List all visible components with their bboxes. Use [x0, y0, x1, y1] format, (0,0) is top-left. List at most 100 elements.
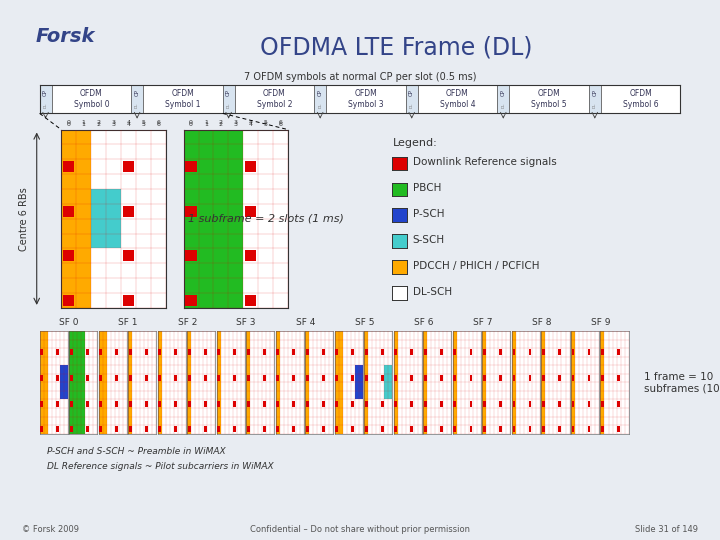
Bar: [542, 401, 545, 407]
Text: 4: 4: [248, 120, 253, 125]
Text: 6: 6: [156, 120, 160, 125]
Bar: [381, 401, 384, 407]
Text: 4: 4: [248, 122, 253, 127]
Bar: [40, 349, 43, 355]
Bar: [76, 248, 91, 263]
Bar: [103, 348, 107, 357]
Bar: [314, 85, 326, 113]
Bar: [228, 130, 243, 308]
Bar: [61, 293, 76, 308]
Text: 1: 1: [204, 120, 208, 125]
Bar: [617, 349, 620, 355]
Text: SF 9: SF 9: [590, 319, 611, 327]
Bar: [61, 278, 76, 293]
Bar: [600, 374, 605, 382]
Bar: [600, 331, 605, 340]
Bar: [322, 375, 325, 381]
Bar: [145, 427, 148, 433]
Bar: [276, 382, 280, 391]
Bar: [424, 401, 427, 407]
Bar: [61, 219, 76, 233]
Bar: [617, 375, 620, 381]
Text: 3: 3: [112, 120, 115, 125]
Bar: [44, 425, 48, 434]
Bar: [359, 365, 363, 400]
Bar: [513, 401, 516, 407]
Text: Symbol 0: Symbol 0: [73, 100, 109, 109]
Bar: [542, 427, 545, 433]
Bar: [335, 382, 339, 391]
Bar: [187, 340, 192, 348]
Bar: [306, 427, 309, 433]
Bar: [418, 85, 498, 113]
Bar: [99, 340, 103, 348]
Bar: [600, 357, 605, 365]
Bar: [188, 375, 191, 381]
Bar: [246, 408, 251, 416]
Bar: [499, 427, 502, 433]
Bar: [453, 340, 457, 348]
Bar: [40, 400, 44, 408]
Bar: [217, 391, 221, 400]
Bar: [158, 400, 162, 408]
Bar: [40, 416, 44, 425]
Bar: [69, 382, 73, 391]
Bar: [103, 365, 107, 374]
Bar: [103, 382, 107, 391]
Bar: [541, 365, 546, 374]
Bar: [388, 365, 392, 400]
Bar: [246, 365, 251, 374]
Bar: [69, 374, 73, 382]
Bar: [246, 331, 251, 340]
Bar: [509, 85, 589, 113]
Bar: [188, 349, 191, 355]
Bar: [601, 349, 604, 355]
Bar: [453, 425, 457, 434]
Bar: [99, 357, 103, 365]
Bar: [122, 295, 134, 306]
Bar: [395, 427, 397, 433]
Bar: [99, 374, 103, 382]
Bar: [453, 357, 457, 365]
Bar: [541, 408, 546, 416]
Bar: [56, 401, 59, 407]
Text: OFDM: OFDM: [446, 90, 469, 98]
Bar: [185, 250, 197, 261]
Bar: [394, 374, 398, 382]
Bar: [454, 401, 456, 407]
Bar: [63, 250, 74, 261]
Text: CP: CP: [593, 89, 598, 96]
Bar: [512, 408, 516, 416]
Bar: [185, 295, 197, 306]
Bar: [217, 331, 221, 340]
Bar: [76, 233, 91, 248]
Bar: [61, 159, 76, 174]
Bar: [63, 295, 74, 306]
Bar: [512, 340, 516, 348]
Bar: [483, 349, 486, 355]
Bar: [351, 349, 354, 355]
Text: 5: 5: [141, 120, 145, 125]
Bar: [394, 365, 398, 374]
Text: CP: CP: [409, 89, 414, 96]
Bar: [571, 408, 575, 416]
Bar: [204, 401, 207, 407]
Bar: [69, 331, 73, 434]
Bar: [217, 416, 221, 425]
Bar: [247, 427, 250, 433]
Bar: [103, 340, 107, 348]
Bar: [263, 401, 266, 407]
Text: CP: CP: [43, 89, 48, 96]
Bar: [44, 374, 48, 382]
Text: 3: 3: [234, 122, 238, 127]
Bar: [365, 427, 368, 433]
Bar: [571, 357, 575, 365]
Bar: [336, 349, 338, 355]
Bar: [571, 340, 575, 348]
Text: 3: 3: [112, 122, 115, 127]
Bar: [406, 85, 418, 113]
Bar: [103, 374, 107, 382]
Bar: [306, 349, 309, 355]
Bar: [306, 401, 309, 407]
Bar: [276, 408, 280, 416]
